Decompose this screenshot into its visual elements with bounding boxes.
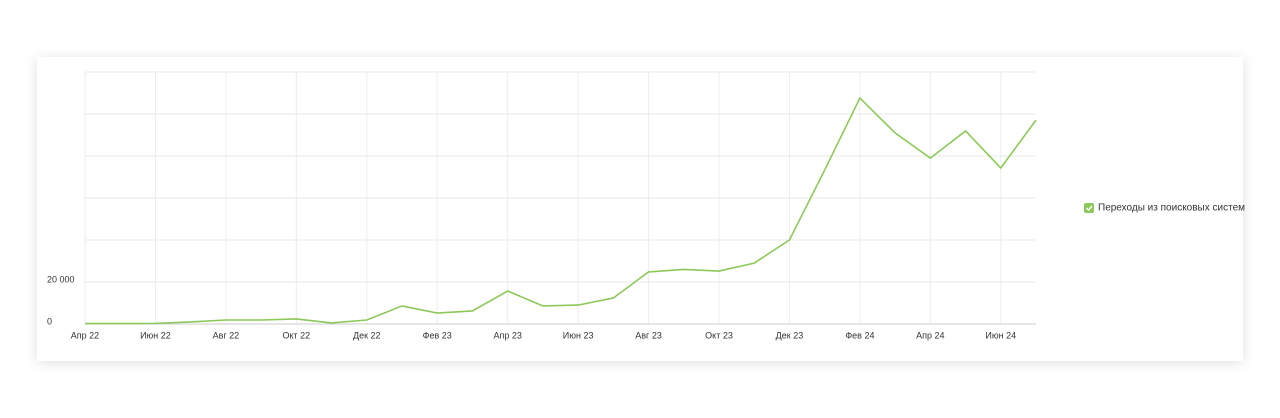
x-tick-label: Фев 23 — [423, 330, 452, 340]
legend-checkbox[interactable] — [1084, 203, 1094, 213]
chart-card — [37, 57, 1243, 361]
x-tick-label: Авг 22 — [213, 330, 240, 340]
x-tick-label: Дек 22 — [353, 330, 381, 340]
x-tick-label: Июн 23 — [563, 330, 594, 340]
x-tick-label: Фев 24 — [845, 330, 874, 340]
x-tick-label: Окт 23 — [705, 330, 733, 340]
x-tick-label: Июн 22 — [140, 330, 171, 340]
legend-check — [1086, 205, 1093, 212]
x-tick-label: Июн 24 — [985, 330, 1016, 340]
x-tick-label: Авг 23 — [635, 330, 662, 340]
y-tick-label: 20 000 — [47, 274, 75, 284]
x-tick-label: Апр 23 — [493, 330, 521, 340]
legend-label: Переходы из поисковых систем — [1098, 203, 1245, 214]
data-line — [85, 96, 1037, 325]
x-tick-label: Дек 23 — [776, 330, 804, 340]
x-tick-label: Окт 22 — [282, 330, 310, 340]
x-tick-label: Апр 24 — [916, 330, 944, 340]
y-tick-label: 0 — [47, 316, 52, 326]
x-tick-label: Апр 22 — [71, 330, 99, 340]
